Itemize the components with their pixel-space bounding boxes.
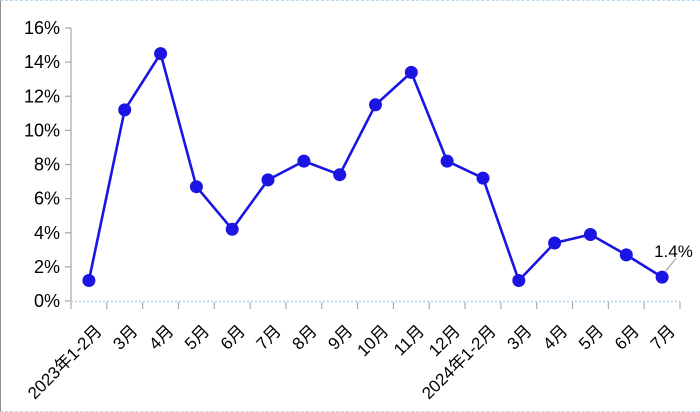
data-point-marker <box>369 98 382 112</box>
x-category-label: 7月 <box>253 321 285 353</box>
data-point-marker <box>118 103 132 117</box>
data-point-marker <box>82 274 96 287</box>
x-category-label: 6月 <box>217 321 249 353</box>
data-point-marker <box>404 65 418 79</box>
y-tick-label: 14% <box>24 52 60 72</box>
trend-line <box>87 52 664 282</box>
x-category-label: 11月 <box>390 321 428 359</box>
y-tick-label: 10% <box>24 120 60 140</box>
x-category-label: 8月 <box>289 321 321 353</box>
data-point-marker <box>619 248 633 262</box>
x-category-label: 6月 <box>611 321 643 353</box>
data-point-marker <box>583 228 597 241</box>
y-tick-label: 0% <box>34 291 60 311</box>
data-point-marker <box>440 154 454 168</box>
y-tick-label: 16% <box>24 18 60 38</box>
data-point-marker <box>297 154 311 168</box>
y-tick-label: 4% <box>34 223 60 243</box>
data-point-marker <box>225 222 239 236</box>
data-point-marker <box>548 236 562 250</box>
x-category-label: 7月 <box>647 321 679 353</box>
data-point-marker <box>154 47 168 61</box>
x-category-label: 2023年1-2月 <box>24 321 106 403</box>
x-category-label: 3月 <box>109 321 141 353</box>
x-category-label: 10月 <box>353 321 392 360</box>
y-tick-label: 8% <box>34 155 60 175</box>
data-point-marker <box>655 270 669 284</box>
x-category-label: 5月 <box>181 321 213 353</box>
y-tick-label: 12% <box>24 86 60 106</box>
y-tick-label: 6% <box>34 189 60 209</box>
data-point-marker <box>476 171 490 185</box>
annotation-label: 1.4% <box>654 242 693 261</box>
data-point-marker <box>333 168 347 182</box>
data-point-marker <box>189 180 203 194</box>
x-category-label: 4月 <box>539 321 571 353</box>
x-category-label: 9月 <box>324 321 356 353</box>
x-category-label: 3月 <box>503 321 535 353</box>
x-category-label: 5月 <box>575 321 607 353</box>
data-point-marker <box>261 173 275 187</box>
y-tick-label: 2% <box>34 257 60 277</box>
data-point-marker <box>512 274 526 287</box>
x-category-label: 4月 <box>145 321 177 353</box>
annotation-leader-line <box>664 257 677 273</box>
